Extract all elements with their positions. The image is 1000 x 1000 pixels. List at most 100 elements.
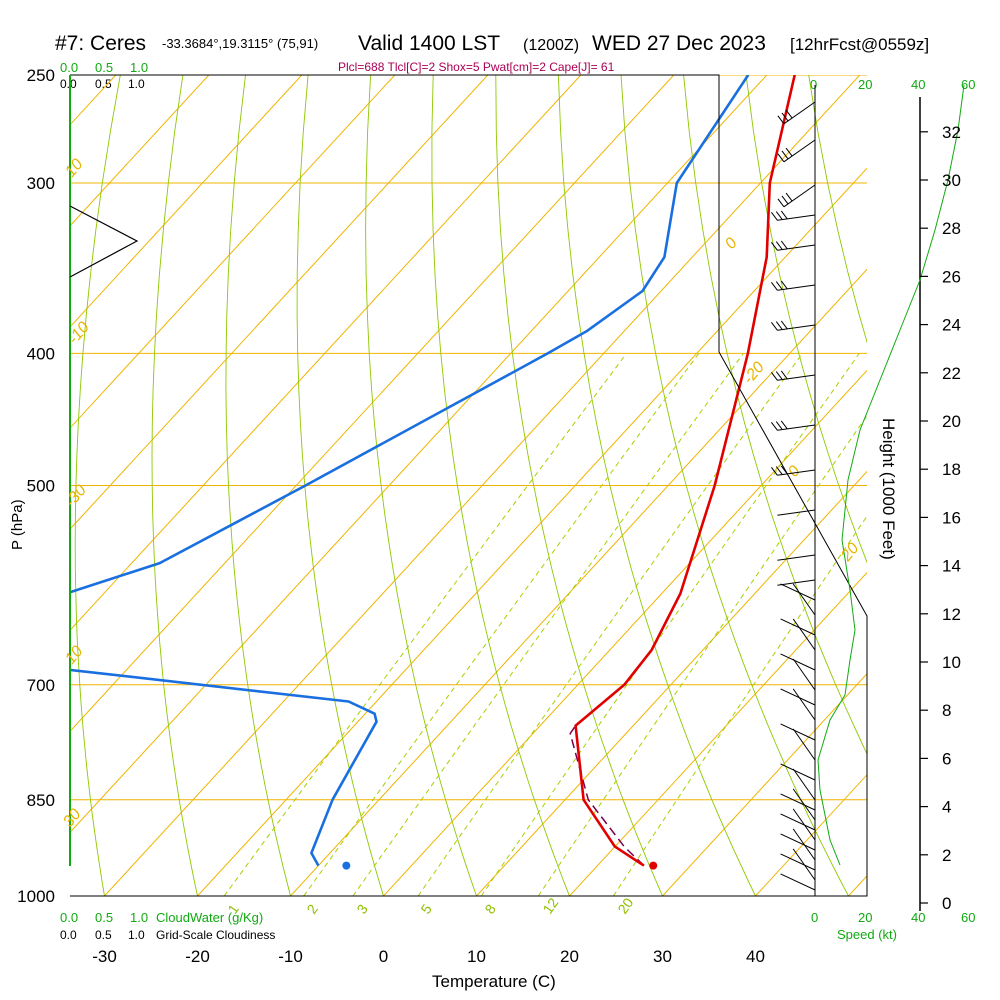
isotherm-label: -30 [62,482,90,511]
height-tick-label: 14 [942,557,961,576]
isotherm-line [197,167,867,896]
isotherm-line [290,268,867,896]
height-tick-label: 16 [942,508,961,527]
svg-text:CloudWater (g/Kg): CloudWater (g/Kg) [156,910,263,925]
isotherm-label: 10 [62,643,87,668]
cloudiness-marker [69,205,139,278]
wind-barb-feather [777,153,785,163]
isotherm-line [70,75,303,328]
svg-text:0.5: 0.5 [95,77,112,91]
mixing-ratio-line [417,353,803,896]
forecast-run: [12hrFcst@0559z] [790,35,929,54]
wind-barb-feather [775,241,783,250]
y-axis-label: P (hPa) [9,499,26,550]
pressure-tick-label: 500 [27,477,55,496]
svg-text:Speed (kt): Speed (kt) [837,927,897,942]
dry-adiabat-line [495,75,663,896]
wind-barb [777,424,816,431]
wind-barb-feather [785,109,793,119]
height-tick-label: 20 [942,412,961,431]
valid-time: Valid 1400 LST [358,32,500,55]
svg-text:1.0: 1.0 [128,928,145,942]
wind-barb-feather [775,466,783,475]
dry-adiabat-line [934,75,1000,896]
mixing-ratio-line [537,414,867,896]
wind-barb [777,284,816,291]
bottom-cloudwater-scale: 0.0 0.5 1.0 CloudWater (g/Kg) [60,910,263,925]
dry-adiabat-line [151,75,198,896]
wind-barb-feather [780,420,788,430]
wind-barb-feather [780,320,788,330]
wind-barb-feather [771,466,778,476]
wind-barb [780,653,816,671]
isotherm-line [70,75,210,227]
height-tick-label: 12 [942,605,961,624]
wind-barb-feather [780,465,788,475]
svg-text:20: 20 [858,77,872,92]
wind-barb [792,658,816,691]
wind-barb-feather [775,371,783,380]
isotherm-line [662,672,867,896]
wind-barb-feather [775,421,783,430]
wind-barb [783,101,816,125]
svg-text:60: 60 [961,910,975,925]
mixing-ratio-label: 2 [303,901,321,917]
svg-text:Grid-Scale Cloudiness: Grid-Scale Cloudiness [156,928,275,942]
wind-barb [777,509,816,516]
bottom-speed-scale: 0 20 40 60 Speed (kt) [811,910,975,942]
wind-barb [792,688,816,721]
svg-text:0.5: 0.5 [95,910,113,925]
surface-dewpoint-dot [342,861,351,870]
pressure-tick-label: 400 [27,344,55,363]
wind-barb [780,873,816,891]
svg-text:0: 0 [810,77,817,92]
wind-barb [777,469,816,476]
wind-barb [792,768,816,801]
wind-barb-feather [771,321,778,331]
wind-barb-feather [780,240,788,250]
svg-text:40: 40 [911,77,925,92]
dry-adiabat-line [745,75,867,564]
svg-text:0.0: 0.0 [60,77,77,91]
pressure-tick-label: 700 [27,676,55,695]
dry-adiabat-line [225,75,291,896]
dry-adiabat-line [296,75,384,896]
top-cloudiness-scale: 0.0 0.5 1.0 [60,77,145,91]
isotherm-label: 10 [62,156,87,181]
wind-barb [792,583,816,616]
height-tick-label: 22 [942,364,961,383]
isotherm-line [70,75,396,429]
temperature-tick-label: 40 [746,947,765,966]
temperature-tick-label: -30 [92,947,117,966]
isotherm-line [70,75,675,733]
wind-barb [780,813,816,831]
svg-text:1.0: 1.0 [130,910,148,925]
temperature-tick-label: -10 [278,947,303,966]
temperature-tick-label: 20 [560,947,579,966]
wind-barb-feather [771,212,778,221]
svg-text:0.5: 0.5 [95,60,113,75]
mixing-ratio-label: 8 [481,901,499,917]
height-tick-label: 26 [942,267,961,286]
height-tick-label: 30 [942,171,961,190]
isotherm-label: 20 [837,540,862,565]
wind-barb-feather [780,370,788,380]
wind-barb [792,848,816,881]
wind-barb [792,788,816,821]
plot-frame [70,74,868,897]
isotherm-label: 30 [60,806,85,831]
pressure-tick-label: 850 [27,791,55,810]
pressure-tick-label: 1000 [17,887,55,906]
svg-text:20: 20 [858,910,872,925]
svg-text:1.0: 1.0 [128,77,145,91]
svg-text:0.0: 0.0 [60,60,78,75]
wind-barb-feather [781,150,789,160]
wind-barb [780,583,816,601]
wind-barb-feather [775,281,783,290]
wind-barb [780,723,816,741]
svg-text:0: 0 [811,910,818,925]
isotherm-line [383,369,867,896]
mixing-ratio-line [612,515,867,896]
isotherm-label: 0 [722,235,741,253]
